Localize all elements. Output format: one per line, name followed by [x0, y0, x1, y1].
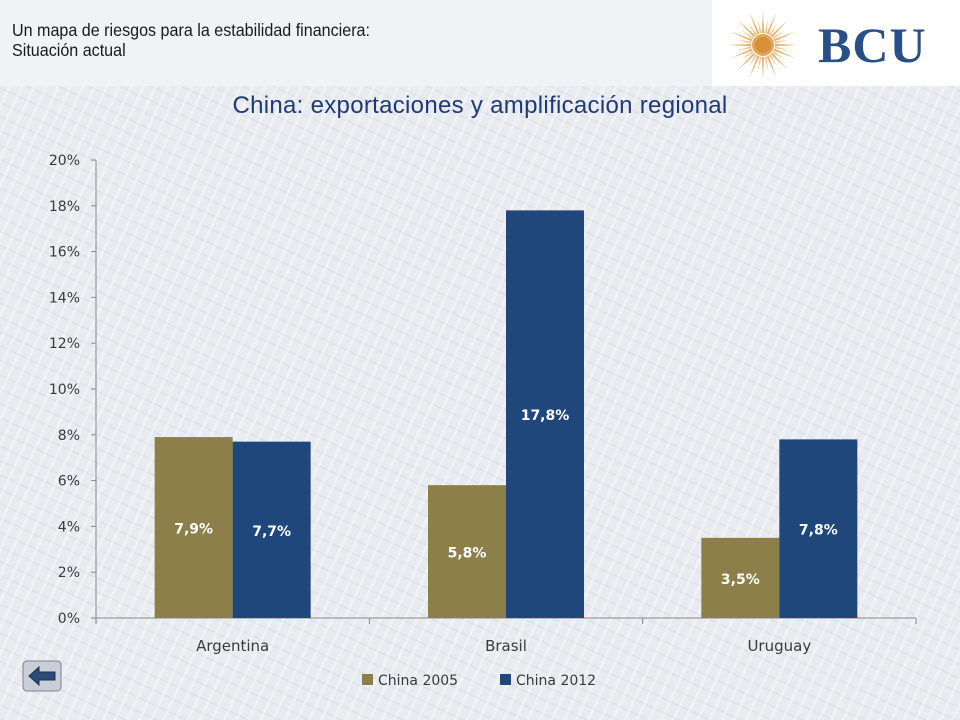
- data-label: 7,7%: [252, 524, 291, 540]
- logo-text: BCU: [818, 17, 927, 73]
- bar-china-2005: [154, 437, 233, 618]
- presentation-title: Un mapa de riesgos para la estabilidad f…: [12, 20, 370, 60]
- sun-emblem-icon: [728, 10, 798, 80]
- y-tick-label: 16%: [49, 245, 80, 261]
- y-tick-label: 8%: [58, 428, 80, 444]
- bar-china-2005: [701, 537, 780, 618]
- legend-swatch: [362, 674, 373, 685]
- data-label: 5,8%: [448, 546, 487, 562]
- y-tick-label: 14%: [49, 290, 80, 306]
- y-tick-label: 12%: [49, 336, 80, 352]
- y-tick-label: 2%: [58, 565, 80, 581]
- y-tick-label: 10%: [49, 382, 80, 398]
- back-arrow-icon[interactable]: [22, 660, 62, 692]
- y-tick-label: 18%: [49, 199, 80, 215]
- data-label: 17,8%: [521, 408, 570, 424]
- x-tick-label: Brasil: [485, 637, 527, 655]
- bar-china-2005: [428, 485, 506, 618]
- y-tick-label: 20%: [49, 153, 80, 169]
- bar-china-2012: [506, 210, 584, 618]
- x-tick-label: Argentina: [196, 637, 269, 655]
- chart-title: China: exportaciones y amplificación reg…: [232, 92, 728, 119]
- legend-label: China 2012: [516, 673, 596, 689]
- y-tick-label: 0%: [58, 611, 80, 627]
- bar-china-2012: [779, 439, 858, 618]
- bar-china-2012: [232, 441, 311, 618]
- data-label: 3,5%: [721, 572, 760, 588]
- data-label: 7,8%: [799, 523, 838, 539]
- legend-swatch: [500, 674, 511, 685]
- x-tick-label: Uruguay: [747, 637, 811, 655]
- data-label: 7,9%: [174, 522, 213, 538]
- legend-label: China 2005: [378, 673, 458, 689]
- y-tick-label: 4%: [58, 519, 80, 535]
- y-tick-label: 6%: [58, 474, 80, 490]
